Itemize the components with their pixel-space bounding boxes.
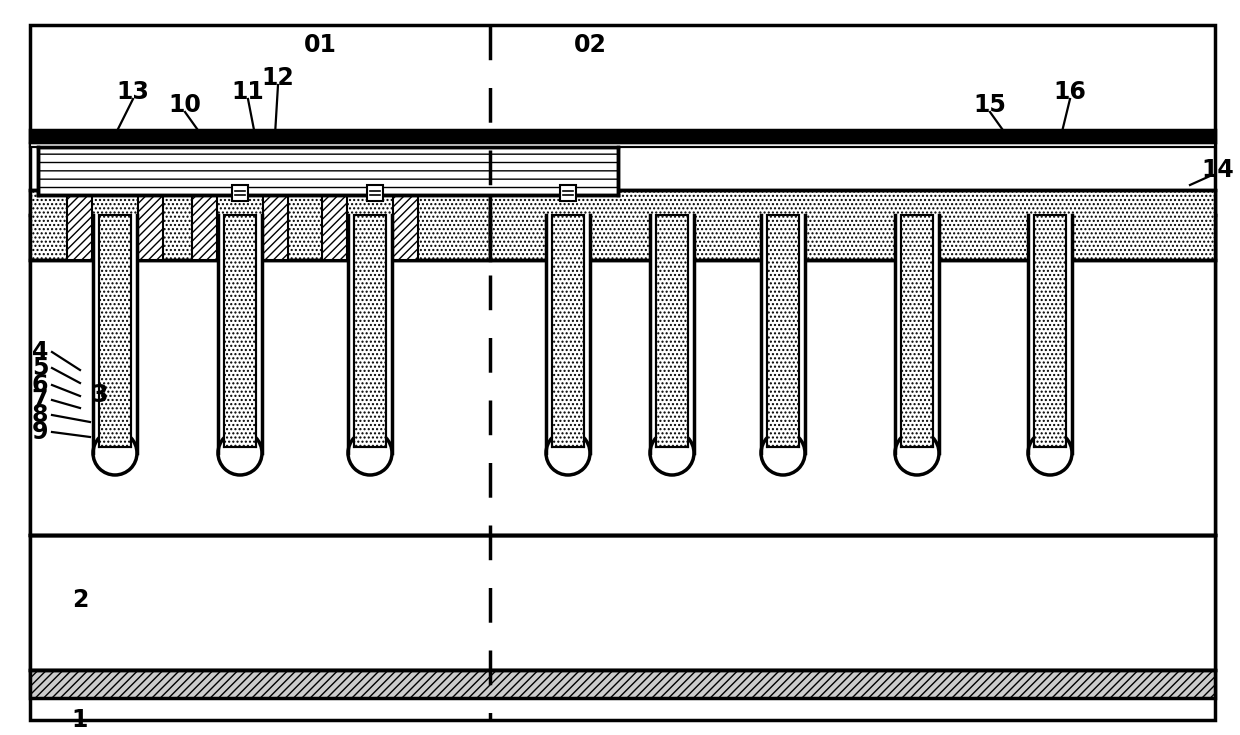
Text: 8: 8 (32, 403, 48, 427)
Text: 3: 3 (92, 383, 108, 407)
Bar (490, 190, 1215, 260)
Bar (552, 215, 584, 447)
Text: 14: 14 (1202, 158, 1234, 182)
Bar (367, 185, 383, 201)
Bar (768, 215, 799, 447)
Bar (30, 190, 490, 260)
Ellipse shape (761, 431, 805, 475)
Ellipse shape (650, 431, 694, 475)
Bar (93, 215, 136, 453)
Bar (218, 215, 262, 453)
Text: 02: 02 (574, 33, 606, 57)
Bar (232, 185, 248, 201)
Text: 16: 16 (1054, 80, 1086, 104)
Text: 12: 12 (262, 66, 294, 90)
Bar (30, 130, 1215, 142)
Bar (263, 190, 288, 260)
Bar (1028, 215, 1073, 453)
Text: 15: 15 (973, 93, 1007, 117)
Text: 01: 01 (304, 33, 336, 57)
Bar (30, 143, 1215, 147)
Bar (224, 215, 255, 447)
Text: 9: 9 (32, 420, 48, 444)
Text: 13: 13 (117, 80, 150, 104)
Text: 5: 5 (32, 356, 48, 380)
Ellipse shape (348, 431, 392, 475)
Bar (650, 215, 694, 453)
Bar (761, 215, 805, 453)
Ellipse shape (895, 431, 939, 475)
Text: 7: 7 (32, 388, 48, 412)
Ellipse shape (546, 431, 590, 475)
Text: 2: 2 (72, 588, 88, 612)
Bar (353, 215, 386, 447)
Bar (138, 190, 162, 260)
Bar (546, 215, 590, 453)
Text: 10: 10 (169, 93, 201, 117)
Bar (348, 215, 392, 453)
Ellipse shape (93, 431, 136, 475)
Bar (38, 147, 618, 195)
Bar (560, 185, 577, 201)
Text: 6: 6 (32, 373, 48, 397)
Bar (895, 215, 939, 453)
Text: 1: 1 (72, 708, 88, 732)
Bar (30, 670, 1215, 698)
Ellipse shape (218, 431, 262, 475)
Text: 4: 4 (32, 340, 48, 364)
Bar (30, 215, 1215, 535)
Bar (30, 535, 1215, 670)
Bar (393, 190, 418, 260)
Bar (192, 190, 217, 260)
Bar (656, 215, 688, 447)
Bar (901, 215, 932, 447)
Text: 11: 11 (232, 80, 264, 104)
Bar (99, 215, 131, 447)
Ellipse shape (1028, 431, 1073, 475)
Bar (67, 190, 92, 260)
Bar (322, 190, 347, 260)
Bar (1034, 215, 1066, 447)
